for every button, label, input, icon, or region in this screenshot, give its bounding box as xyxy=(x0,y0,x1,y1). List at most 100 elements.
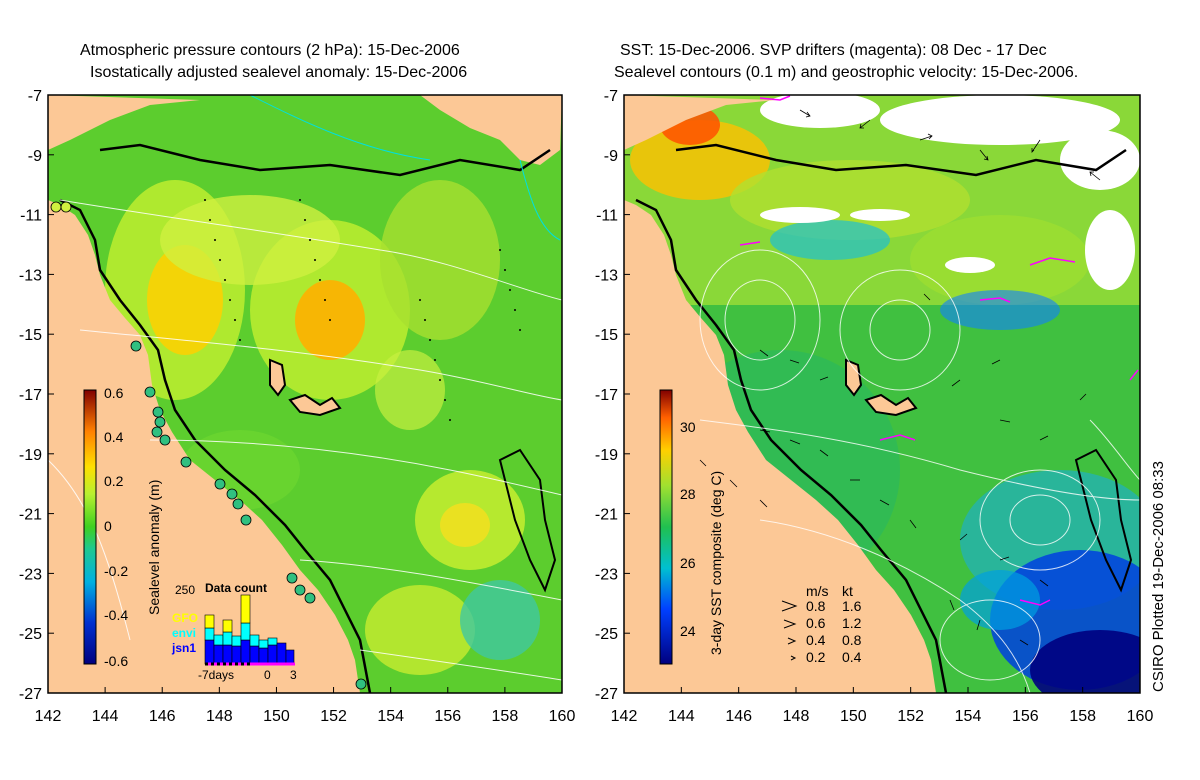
right-title-line1: SST: 15-Dec-2006. SVP drifters (magenta)… xyxy=(620,42,1047,59)
lon-tick-label: 146 xyxy=(725,708,752,725)
lon-tick-label: 148 xyxy=(783,708,810,725)
velocity-header-kt: kt xyxy=(842,583,853,599)
lat-tick-label: -9 xyxy=(604,148,618,165)
lon-tick-label: 150 xyxy=(263,708,290,725)
sla-tick: 0 xyxy=(104,518,112,534)
data-count-axis-zero: 0 xyxy=(264,668,271,682)
lat-tick-label: -25 xyxy=(595,626,618,643)
lat-tick-label: -27 xyxy=(19,686,42,703)
svp-drifter-tracks xyxy=(739,95,1139,606)
lat-tick-label: -15 xyxy=(19,327,42,344)
satellite-envi: envi xyxy=(172,626,196,640)
credit-text: CSIRO Plotted 19-Dec-2006 08:33 xyxy=(1150,461,1167,692)
sst-colorbar-label: 3-day SST composite (deg C) xyxy=(708,471,724,655)
sla-anomaly-field xyxy=(105,180,540,675)
velocity-header-ms: m/s xyxy=(806,583,829,599)
lon-tick-label: 154 xyxy=(955,708,982,725)
lat-tick-label: -15 xyxy=(595,327,618,344)
tide-gauges xyxy=(50,201,367,690)
velocity-row-kt: 0.8 xyxy=(842,632,862,648)
lon-tick-label: 160 xyxy=(549,708,576,725)
lon-tick-label: 154 xyxy=(377,708,404,725)
lon-tick-label: 152 xyxy=(897,708,924,725)
lon-tick-label: 150 xyxy=(840,708,867,725)
lon-tick-label: 158 xyxy=(492,708,519,725)
lon-tick-label: 148 xyxy=(206,708,233,725)
velocity-row-ms: 0.6 xyxy=(806,615,826,631)
velocity-row-kt: 1.2 xyxy=(842,615,862,631)
lon-tick-label: 142 xyxy=(611,708,638,725)
right-title-line2: Sealevel contours (0.1 m) and geostrophi… xyxy=(614,64,1079,81)
lon-tick-label: 142 xyxy=(35,708,62,725)
lat-tick-label: -7 xyxy=(28,88,42,105)
right-land-australia xyxy=(624,200,936,693)
lon-tick-label: 152 xyxy=(320,708,347,725)
satellite-gfo: GFO xyxy=(172,611,198,625)
lon-tick-label: 156 xyxy=(434,708,461,725)
altimeter-tracks xyxy=(204,199,521,421)
sla-tick: 0.2 xyxy=(104,473,124,489)
data-count-inset: Data count 250 GFO envi jsn1 -7days 0 3 xyxy=(171,581,297,682)
lon-tick-label: 144 xyxy=(92,708,119,725)
lon-tick-label: 146 xyxy=(149,708,176,725)
sla-tick: -0.4 xyxy=(104,607,128,623)
lon-tick-label: 158 xyxy=(1069,708,1096,725)
sst-field xyxy=(624,95,1140,693)
data-count-axis-start: -7days xyxy=(198,668,234,682)
sla-colorbar-ticks: 0.6 0.4 0.2 0 -0.2 -0.4 -0.6 xyxy=(104,385,128,669)
lon-tick-label: 160 xyxy=(1127,708,1154,725)
lon-tick-label: 144 xyxy=(668,708,695,725)
sst-colorbar-ticks: 30 28 26 24 xyxy=(680,419,696,639)
sst-colorbar xyxy=(659,389,673,665)
sla-tick: -0.2 xyxy=(104,563,128,579)
left-title-line2: Isostatically adjusted sealevel anomaly:… xyxy=(90,64,468,81)
sla-tick: -0.6 xyxy=(104,653,128,669)
velocity-row-kt: 1.6 xyxy=(842,598,862,614)
lat-tick-label: -7 xyxy=(604,88,618,105)
data-count-max: 250 xyxy=(175,583,195,597)
left-map xyxy=(48,95,562,693)
sla-colorbar xyxy=(83,389,97,665)
lat-tick-label: -17 xyxy=(19,387,42,404)
sst-tick: 24 xyxy=(680,623,696,639)
lat-tick-label: -21 xyxy=(19,507,42,524)
lat-tick-label: -27 xyxy=(595,686,618,703)
data-count-bars xyxy=(204,594,295,665)
left-title-line1: Atmospheric pressure contours (2 hPa): 1… xyxy=(80,42,460,59)
lat-tick-label: -23 xyxy=(19,566,42,583)
sealevel-contours xyxy=(699,249,1140,693)
left-land-australia xyxy=(48,200,360,693)
lat-tick-label: -9 xyxy=(28,148,42,165)
lon-tick-label: 156 xyxy=(1012,708,1039,725)
pressure-contours-cyan xyxy=(249,95,561,241)
velocity-row-ms: 0.2 xyxy=(806,649,826,665)
lat-tick-label: -13 xyxy=(595,267,618,284)
satellite-jsn1: jsn1 xyxy=(171,641,196,655)
sst-tick: 28 xyxy=(680,486,696,502)
velocity-row-ms: 0.4 xyxy=(806,632,826,648)
velocity-row-kt: 0.4 xyxy=(842,649,862,665)
lat-tick-label: -13 xyxy=(19,267,42,284)
lat-tick-label: -11 xyxy=(596,208,618,225)
right-map xyxy=(624,95,1140,693)
lat-tick-label: -19 xyxy=(19,447,42,464)
lat-tick-label: -19 xyxy=(595,447,618,464)
lat-tick-label: -17 xyxy=(595,387,618,404)
axes: -7 -9 -11 -13 -15 -17 -19 -21 -23 -25 -27 142 144 146… xyxy=(19,88,1154,725)
geostrophic-velocity-arrows xyxy=(699,109,1101,646)
lat-tick-label: -11 xyxy=(20,208,42,225)
data-count-title: Data count xyxy=(205,581,267,595)
sla-colorbar-label: Sealevel anomaly (m) xyxy=(146,480,162,615)
velocity-row-ms: 0.8 xyxy=(806,598,826,614)
velocity-legend: m/s kt 0.8 1.6 0.6 1.2 0.4 0.8 0.2 0.4 xyxy=(781,583,862,665)
sla-tick: 0.4 xyxy=(104,429,124,445)
sla-tick: 0.6 xyxy=(104,385,124,401)
pressure-contours xyxy=(48,199,562,681)
sst-tick: 26 xyxy=(680,555,696,571)
sst-tick: 30 xyxy=(680,419,696,435)
lat-tick-label: -23 xyxy=(595,566,618,583)
lat-tick-label: -25 xyxy=(19,626,42,643)
left-land-png xyxy=(48,95,562,165)
lat-tick-label: -21 xyxy=(595,507,618,524)
